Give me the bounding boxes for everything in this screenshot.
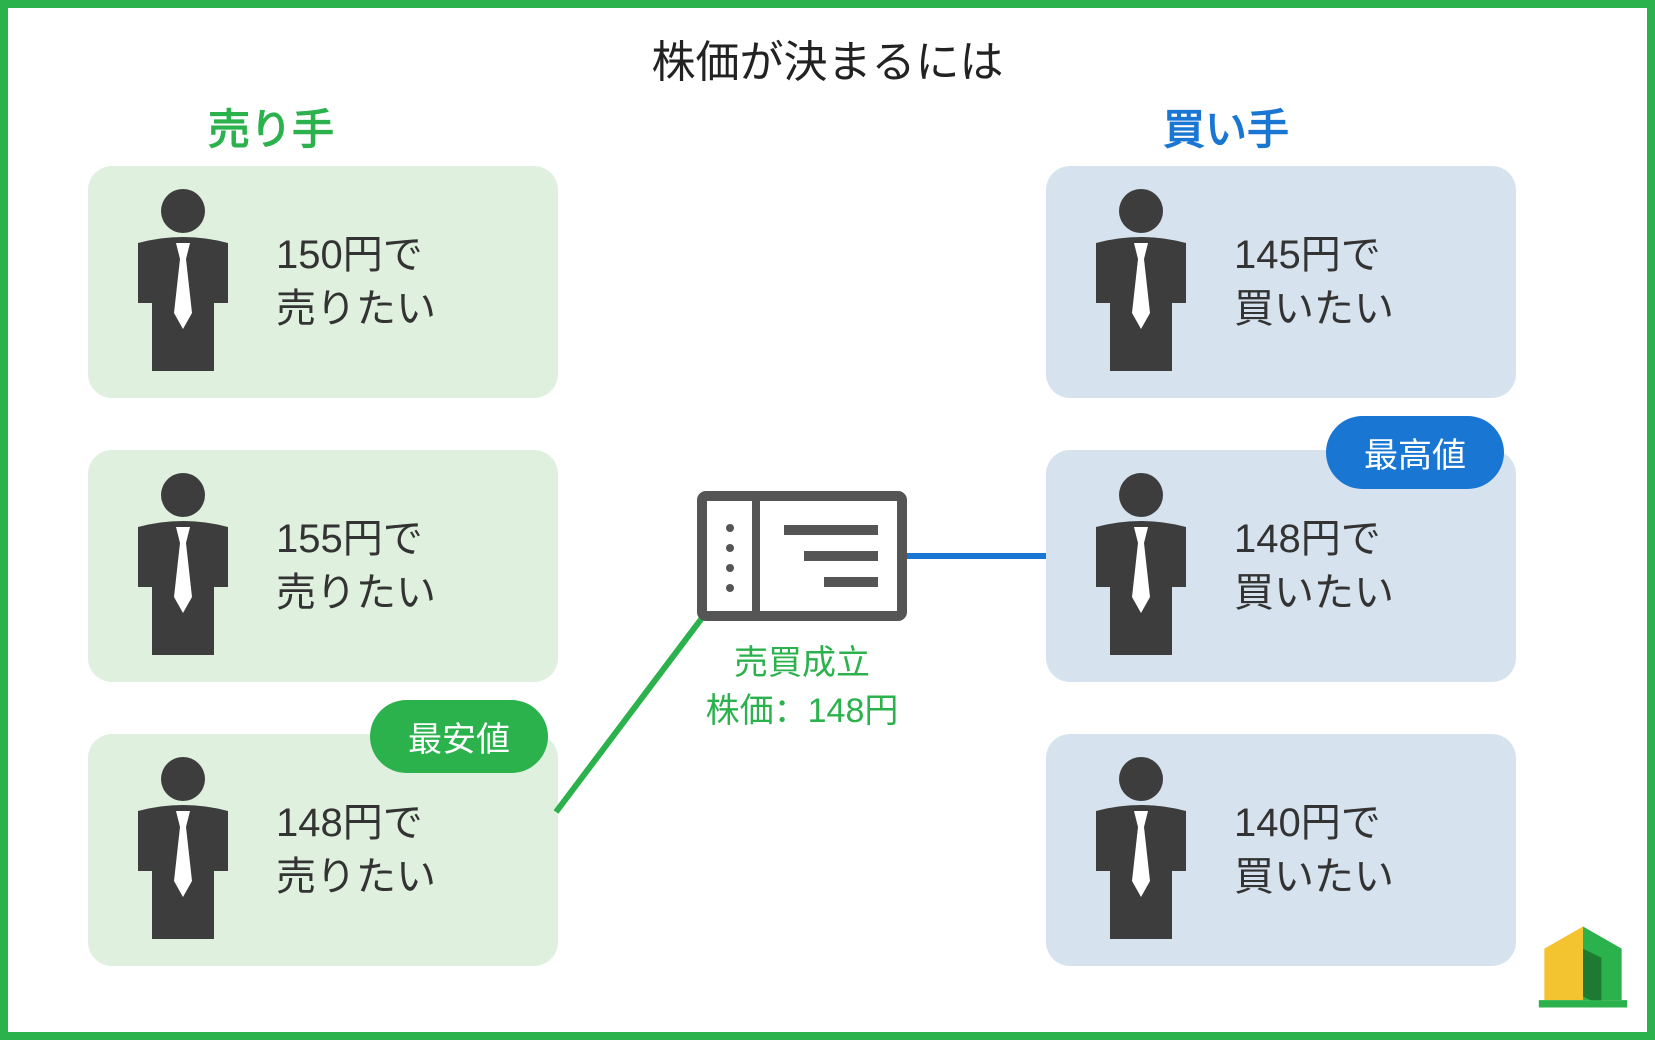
- buyers-header: 買い手: [1163, 96, 1289, 157]
- seller-text-1: 155円で 売りたい: [276, 512, 436, 620]
- lowest-price-badge: 最安値: [370, 700, 548, 773]
- buyer-card-2: 140円で 買いたい: [1046, 734, 1516, 966]
- page-title: 株価が決まるには: [8, 26, 1647, 90]
- brand-logo-icon: [1537, 921, 1629, 1018]
- seller-text-2: 148円で 売りたい: [276, 796, 436, 904]
- transaction-label: 売買成立 株価：148円: [696, 640, 908, 735]
- person-icon: [1076, 469, 1206, 664]
- seller-card-1: 155円で 売りたい: [88, 450, 558, 682]
- ticket-icon: [696, 490, 908, 627]
- person-icon: [118, 469, 248, 664]
- person-icon: [118, 753, 248, 948]
- person-icon: [118, 185, 248, 380]
- sellers-header: 売り手: [208, 96, 334, 157]
- seller-text-0: 150円で 売りたい: [276, 228, 436, 336]
- buyer-card-0: 145円で 買いたい: [1046, 166, 1516, 398]
- buyer-text-2: 140円で 買いたい: [1234, 796, 1394, 904]
- person-icon: [1076, 185, 1206, 380]
- highest-price-badge: 最高値: [1326, 416, 1504, 489]
- person-icon: [1076, 753, 1206, 948]
- buyer-text-0: 145円で 買いたい: [1234, 228, 1394, 336]
- seller-card-0: 150円で 売りたい: [88, 166, 558, 398]
- buyer-text-1: 148円で 買いたい: [1234, 512, 1394, 620]
- diagram-frame: 株価が決まるには 売り手 買い手 150円で 売りたい 155円で 売りたい 1…: [0, 0, 1655, 1040]
